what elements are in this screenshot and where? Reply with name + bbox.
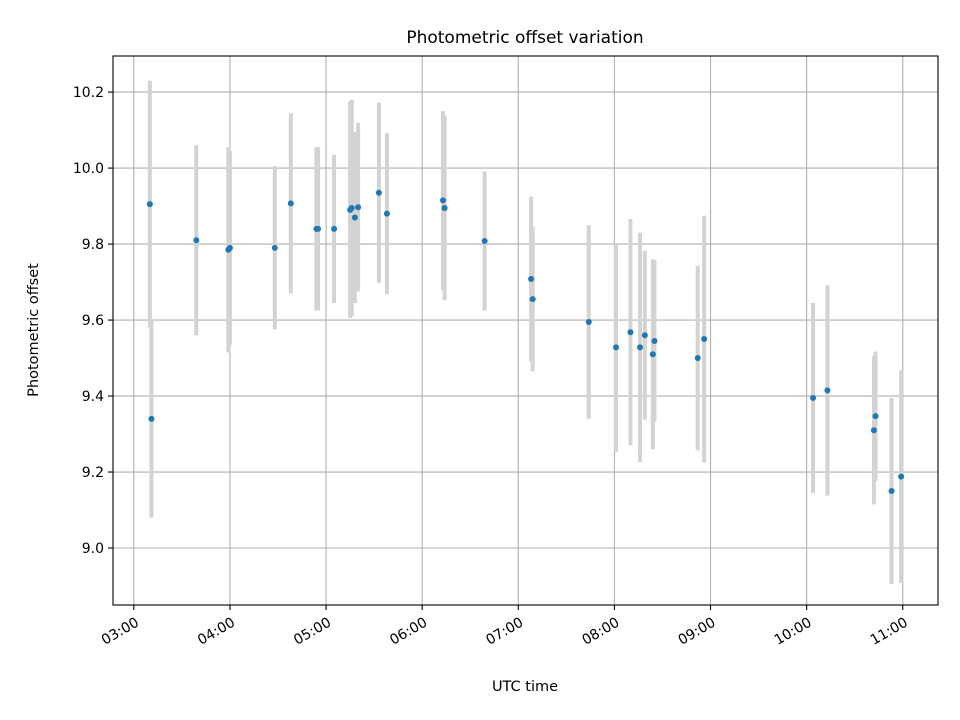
data-point: [348, 204, 355, 211]
data-point: [872, 413, 879, 420]
data-point: [585, 318, 592, 325]
y-tick-label: 9.6: [82, 313, 104, 329]
y-tick-label: 10.0: [73, 161, 104, 177]
data-point: [287, 200, 294, 207]
data-point: [649, 351, 656, 358]
y-tick-label: 10.2: [73, 85, 104, 101]
data-point: [441, 204, 448, 211]
data-point: [271, 244, 278, 251]
data-point: [694, 355, 701, 362]
data-point: [613, 344, 620, 351]
data-point: [351, 214, 358, 221]
data-point: [888, 488, 895, 495]
y-tick-label: 9.2: [82, 465, 104, 481]
data-point: [870, 427, 877, 434]
data-point: [701, 336, 708, 343]
data-point: [641, 332, 648, 339]
data-point: [898, 473, 905, 480]
data-point: [440, 197, 446, 204]
data-point: [226, 244, 233, 251]
data-point: [637, 344, 644, 351]
data-point: [481, 238, 488, 245]
y-tick-label: 9.4: [82, 389, 104, 405]
x-axis-label: UTC time: [492, 679, 558, 695]
y-axis-label: Photometric offset: [26, 263, 42, 397]
y-tick-label: 9.8: [82, 237, 104, 253]
data-points: [146, 189, 905, 495]
data-point: [355, 204, 362, 211]
data-point: [148, 415, 155, 422]
data-point: [824, 387, 831, 394]
data-point: [315, 225, 322, 232]
data-point: [651, 337, 658, 344]
data-point: [193, 237, 200, 244]
data-point: [528, 276, 535, 283]
data-point: [529, 296, 536, 303]
plot-frame: [112, 55, 939, 606]
data-point: [146, 201, 153, 208]
data-point: [810, 394, 817, 401]
y-tick-label: 9.0: [82, 541, 104, 557]
data-point: [375, 189, 382, 196]
chart-title: Photometric offset variation: [406, 28, 643, 48]
data-point: [331, 225, 338, 232]
data-point: [627, 329, 634, 336]
data-point: [383, 210, 390, 217]
